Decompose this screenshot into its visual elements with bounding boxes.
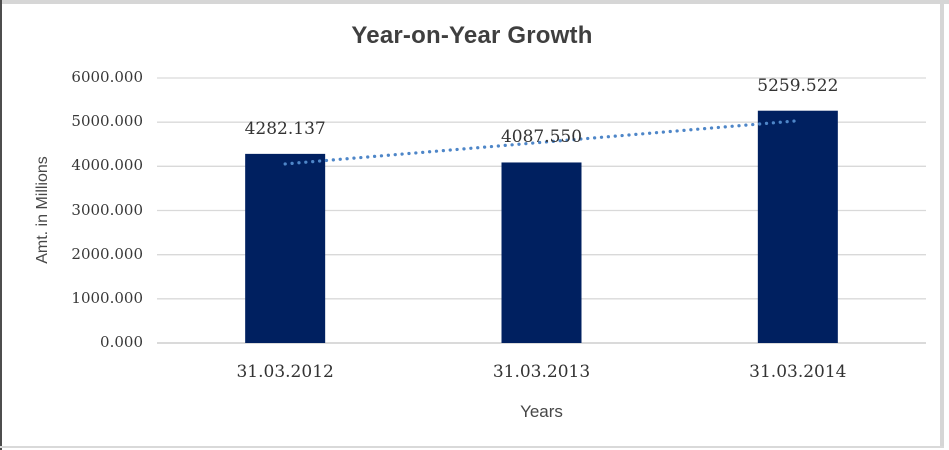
y-tick-label: 1000.000 (71, 288, 143, 307)
y-tick-label: 2000.000 (71, 244, 143, 263)
x-axis-title: Years (520, 402, 563, 421)
y-tick-label: 0.000 (100, 333, 143, 351)
y-tick-label: 5000.000 (71, 112, 143, 131)
frame-top-border (0, 0, 949, 4)
bar-data-label: 5259.522 (757, 75, 839, 96)
bar-data-label: 4282.137 (244, 118, 326, 139)
bar (757, 110, 838, 344)
frame-bottom-border (0, 446, 944, 448)
chart-title: Year-on-Year Growth (351, 22, 593, 49)
frame-right-border (940, 4, 944, 447)
frame-left-border (0, 0, 2, 450)
bar (501, 162, 582, 343)
bar (245, 153, 326, 343)
trendline (283, 119, 800, 166)
x-category-label: 31.03.2013 (492, 362, 591, 382)
bar-data-label: 4087.550 (500, 127, 583, 148)
y-tick-label: 4000.000 (71, 156, 143, 175)
y-tick-label: 3000.000 (71, 200, 143, 219)
x-category-label: 31.03.2014 (749, 362, 847, 382)
x-category-label: 31.03.2012 (236, 362, 334, 382)
y-tick-label: 6000.000 (71, 68, 143, 86)
